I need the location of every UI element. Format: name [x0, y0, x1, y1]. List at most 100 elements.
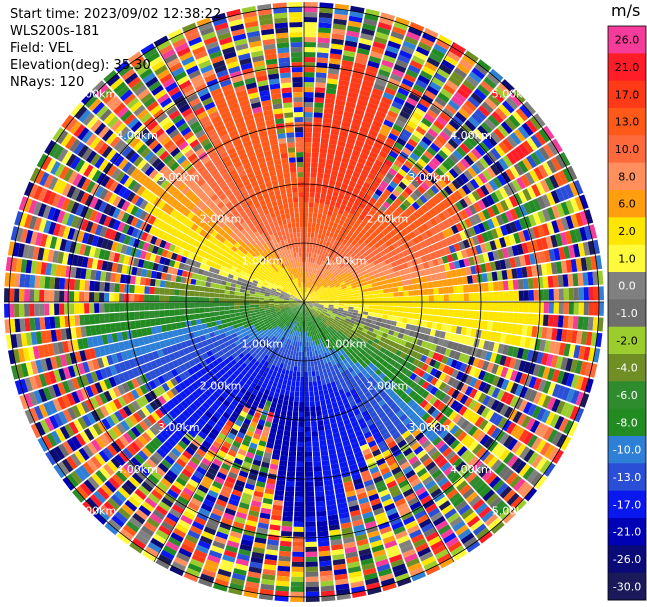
- gate: [430, 124, 442, 135]
- gate: [237, 359, 244, 366]
- gate: [376, 281, 383, 286]
- gate: [390, 277, 397, 283]
- gate: [239, 543, 252, 552]
- gate: [383, 297, 389, 302]
- gate: [304, 451, 313, 457]
- gate: [269, 375, 276, 382]
- gate: [322, 178, 330, 185]
- gate: [561, 371, 570, 386]
- gate: [319, 278, 324, 284]
- gate: [315, 334, 319, 340]
- gate: [256, 327, 263, 332]
- gate: [304, 376, 309, 382]
- gate: [338, 166, 347, 174]
- gate: [329, 58, 341, 65]
- gate: [477, 392, 487, 404]
- gate: [350, 246, 357, 253]
- gate: [453, 549, 468, 561]
- gate: [382, 368, 390, 376]
- gate: [172, 462, 184, 472]
- gate: [353, 199, 361, 207]
- gate: [238, 470, 249, 478]
- gate: [395, 172, 404, 181]
- gate: [473, 390, 483, 401]
- gate: [430, 343, 438, 352]
- gate: [290, 318, 294, 324]
- gate: [288, 370, 293, 377]
- gate: [361, 410, 369, 418]
- gate: [454, 334, 461, 343]
- gate: [262, 371, 268, 378]
- gate: [352, 312, 358, 316]
- gate: [474, 144, 486, 157]
- gate: [468, 256, 475, 266]
- gate: [433, 120, 445, 131]
- gate: [225, 407, 234, 416]
- gate: [432, 195, 441, 205]
- gate: [428, 432, 439, 443]
- gate: [333, 186, 341, 193]
- gate: [248, 349, 255, 355]
- gate: [367, 440, 377, 448]
- gate: [468, 204, 478, 215]
- gate: [367, 227, 375, 235]
- gate: [436, 354, 444, 363]
- gate: [304, 306, 306, 312]
- gate: [522, 278, 529, 290]
- gate: [242, 406, 250, 414]
- gate: [305, 321, 307, 327]
- gate: [568, 182, 579, 197]
- gate: [484, 118, 497, 131]
- gate: [417, 409, 427, 418]
- gate: [468, 302, 474, 310]
- gate: [338, 305, 344, 308]
- gate: [336, 332, 342, 338]
- gate: [222, 441, 232, 449]
- gate: [352, 187, 361, 195]
- gate: [184, 464, 196, 474]
- gate: [353, 524, 365, 532]
- gate: [488, 311, 494, 321]
- gate: [512, 411, 523, 424]
- gate: [429, 217, 438, 227]
- gate: [79, 430, 91, 444]
- gate: [110, 441, 122, 453]
- gate: [360, 235, 368, 242]
- gate: [457, 277, 463, 285]
- gate: [271, 453, 280, 460]
- gate: [341, 251, 348, 258]
- gate: [228, 415, 237, 424]
- gate: [321, 128, 331, 134]
- gate: [412, 393, 421, 402]
- gate: [416, 467, 428, 478]
- gate: [363, 479, 374, 488]
- gate: [500, 199, 509, 212]
- gate: [458, 302, 464, 310]
- gate: [329, 529, 341, 536]
- gate: [312, 350, 316, 357]
- gate: [335, 99, 346, 107]
- gate: [327, 319, 333, 324]
- gate: [412, 130, 424, 140]
- gate: [426, 57, 440, 68]
- gate: [249, 505, 261, 513]
- gate: [393, 377, 402, 386]
- gate: [391, 201, 399, 210]
- gate: [421, 522, 434, 533]
- gate: [398, 479, 409, 489]
- gate: [541, 327, 548, 339]
- gate: [368, 291, 374, 295]
- gate: [455, 111, 467, 123]
- gate: [361, 281, 367, 287]
- gate: [304, 327, 306, 332]
- gate: [43, 402, 53, 416]
- gate: [386, 278, 392, 284]
- gate: [308, 267, 312, 273]
- gate: [171, 419, 181, 430]
- gate: [388, 297, 394, 302]
- gate: [326, 253, 332, 259]
- gate: [324, 329, 330, 335]
- gate: [470, 265, 477, 275]
- gate: [328, 305, 334, 309]
- gate: [428, 288, 434, 295]
